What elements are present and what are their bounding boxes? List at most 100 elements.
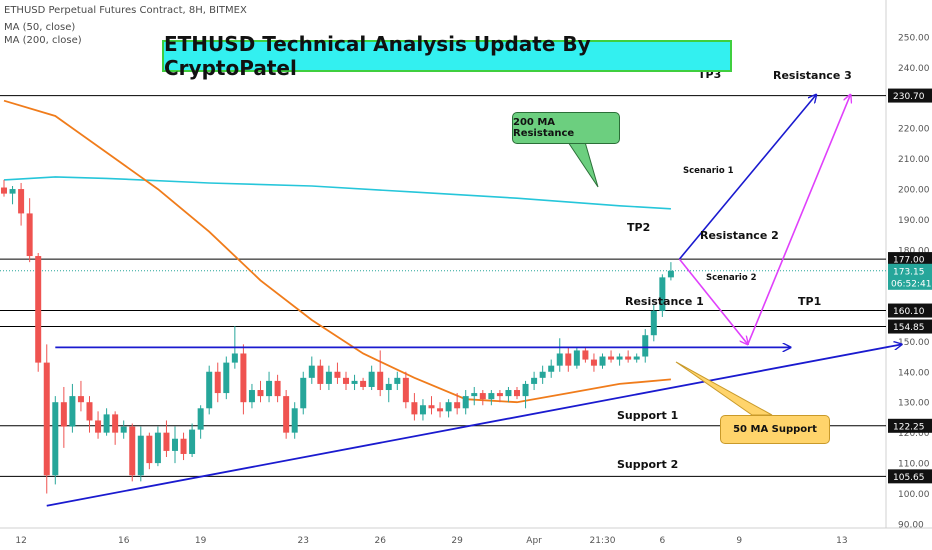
candle-body <box>496 393 503 397</box>
bar-countdown-label: 06:52:41 <box>891 279 931 289</box>
candle-body <box>197 408 204 430</box>
time-tick-label: 6 <box>659 536 665 546</box>
candle-body <box>419 405 426 415</box>
candle-body <box>206 371 213 409</box>
candle-body <box>52 402 59 476</box>
candle-body <box>180 438 187 454</box>
candles <box>1 179 674 494</box>
level-price-label: 160.10 <box>893 307 925 317</box>
candle-body <box>69 396 76 427</box>
candle-body <box>608 356 615 360</box>
callout-50ma-support: 50 MA Support <box>720 415 830 444</box>
time-tick-label: Apr <box>526 536 542 546</box>
candle-body <box>18 189 25 214</box>
candle-body <box>368 371 375 387</box>
current-price-tag <box>888 263 932 290</box>
candle-body <box>325 371 332 384</box>
candle-body <box>360 380 367 387</box>
price-tick-label: 150.00 <box>898 338 930 348</box>
candle-body <box>266 380 273 397</box>
candle-body <box>522 383 529 397</box>
callout-200ma-pointer <box>567 141 599 188</box>
candle-body <box>488 393 495 400</box>
label-tp2: TP2 <box>627 221 650 234</box>
candle-body <box>556 353 563 366</box>
candle-body <box>300 377 307 409</box>
candle-body <box>394 377 401 384</box>
candle-body <box>248 390 255 403</box>
level-price-tag <box>888 469 932 484</box>
label-scenario-2: Scenario 2 <box>706 273 757 283</box>
candle-body <box>1 187 7 194</box>
level-price-label: 230.70 <box>893 92 925 102</box>
ma200-legend: MA (200, close) <box>4 35 82 46</box>
price-tick-label: 90.00 <box>898 521 924 531</box>
candle-body <box>650 310 657 336</box>
candle-body <box>291 408 298 433</box>
candle-body <box>240 353 247 403</box>
candle-body <box>385 383 392 391</box>
candle-body <box>154 432 161 464</box>
candle-body <box>633 356 640 360</box>
candle-body <box>146 435 153 464</box>
candle-body <box>274 380 281 397</box>
time-tick-label: 9 <box>736 536 742 546</box>
label-resistance-3: Resistance 3 <box>773 69 852 82</box>
level-price-tag <box>888 303 932 318</box>
candle-body <box>599 356 606 366</box>
price-tick-label: 240.00 <box>898 64 930 74</box>
price-tick-label: 140.00 <box>898 368 930 378</box>
candle-body <box>43 362 50 476</box>
scenario-arrow <box>678 95 816 260</box>
level-price-label: 122.25 <box>893 422 925 432</box>
level-price-label: 177.00 <box>893 256 925 266</box>
candle-body <box>308 365 315 378</box>
candle-body <box>257 390 264 397</box>
ma50-line <box>3 99 671 404</box>
candle-body <box>60 402 67 427</box>
candle-body <box>231 353 238 363</box>
scenario-arrow <box>678 258 747 344</box>
candle-body <box>377 371 384 391</box>
current-price-label: 173.15 <box>893 267 925 277</box>
price-tick-label: 130.00 <box>898 399 930 409</box>
candle-body <box>77 396 84 403</box>
candle-body <box>189 429 196 454</box>
ma50-legend: MA (50, close) <box>4 22 76 33</box>
price-tick-label: 220.00 <box>898 125 930 135</box>
time-tick-label: 12 <box>15 536 26 546</box>
chart-title: ETHUSD Technical Analysis Update By Cryp… <box>162 32 732 80</box>
trendline <box>46 344 902 507</box>
candle-body <box>539 371 546 378</box>
candle-body <box>163 432 170 451</box>
time-tick-label: 16 <box>118 536 130 546</box>
candle-body <box>334 371 341 378</box>
candle-body <box>471 393 478 397</box>
candle-body <box>112 414 119 433</box>
time-axis-ticks: 12 16 19 23 26 29 Apr 21:30 6 9 13 <box>15 536 847 546</box>
candle-body <box>642 335 649 357</box>
candle-body <box>667 270 674 278</box>
level-price-tag <box>888 88 932 103</box>
candle-body <box>411 402 418 415</box>
time-tick-label: 19 <box>195 536 207 546</box>
candle-body <box>137 435 144 476</box>
candle-body <box>129 426 136 476</box>
callout-200ma-resistance: 200 MA Resistance <box>512 112 620 144</box>
label-scenario-1: Scenario 1 <box>683 166 734 176</box>
candle-body <box>95 420 102 433</box>
time-tick-label: 13 <box>836 536 847 546</box>
candle-body <box>548 365 555 372</box>
candle-body <box>172 438 178 451</box>
label-resistance-1: Resistance 1 <box>625 295 704 308</box>
ma200-line <box>3 176 671 210</box>
price-tick-label: 100.00 <box>898 490 930 500</box>
candle-body <box>86 402 93 421</box>
price-tick-label: 210.00 <box>898 155 930 165</box>
candle-body <box>343 377 349 384</box>
candle-body <box>565 353 572 366</box>
candle-body <box>659 277 666 311</box>
level-price-label: 154.85 <box>893 323 925 333</box>
level-price-label: 105.65 <box>893 473 925 483</box>
